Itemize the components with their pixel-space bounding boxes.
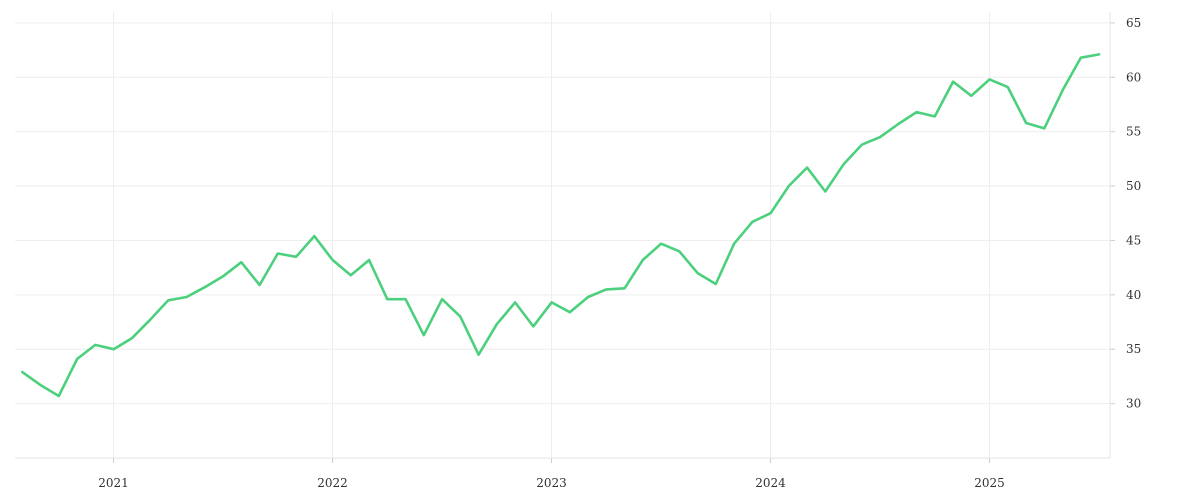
x-tick-label: 2022	[317, 476, 348, 490]
data-point	[386, 298, 388, 300]
series-layer	[20, 53, 1101, 398]
data-point	[459, 315, 461, 317]
tick-labels: 30 35 40 45 50 55 60 65 2021 2022 2023 2024 2025	[98, 16, 1141, 490]
data-point	[897, 123, 899, 125]
data-point	[751, 221, 753, 223]
data-point	[988, 78, 990, 80]
grid	[15, 12, 1110, 458]
data-point	[21, 371, 23, 373]
data-point	[806, 166, 808, 168]
data-point	[915, 111, 917, 113]
axes	[15, 12, 1115, 463]
data-point	[1025, 122, 1027, 124]
data-point	[131, 337, 133, 339]
data-point	[331, 259, 333, 261]
data-point	[149, 319, 151, 321]
x-tick-label: 2021	[98, 476, 129, 490]
data-point	[788, 185, 790, 187]
data-point	[660, 243, 662, 245]
data-point	[715, 283, 717, 285]
x-tick-label: 2025	[974, 476, 1005, 490]
data-point	[368, 259, 370, 261]
data-point	[1043, 127, 1045, 129]
data-point	[605, 288, 607, 290]
data-point	[569, 311, 571, 313]
y-tick-label: 50	[1126, 179, 1141, 193]
data-point	[879, 136, 881, 138]
data-point	[313, 235, 315, 237]
data-point	[970, 95, 972, 97]
y-tick-label: 45	[1126, 233, 1141, 247]
data-point	[185, 296, 187, 298]
data-point	[441, 298, 443, 300]
data-point	[623, 287, 625, 289]
data-point	[76, 358, 78, 360]
y-tick-label: 40	[1126, 288, 1141, 302]
data-point	[350, 274, 352, 276]
data-point	[952, 80, 954, 82]
data-point	[824, 190, 826, 192]
data-point	[642, 259, 644, 261]
data-point	[423, 334, 425, 336]
data-point	[222, 275, 224, 277]
y-tick-label: 35	[1126, 342, 1141, 356]
data-point	[167, 299, 169, 301]
data-point	[404, 298, 406, 300]
data-point	[1061, 89, 1063, 91]
data-point	[496, 323, 498, 325]
data-point	[58, 395, 60, 397]
y-tick-label: 65	[1126, 16, 1141, 30]
data-point	[733, 243, 735, 245]
data-point	[258, 284, 260, 286]
data-point	[1007, 86, 1009, 88]
data-point	[861, 144, 863, 146]
data-point	[1080, 57, 1082, 59]
x-tick-label: 2023	[536, 476, 567, 490]
data-point	[678, 250, 680, 252]
y-tick-label: 30	[1126, 397, 1141, 411]
data-point	[477, 354, 479, 356]
data-point	[1098, 53, 1100, 55]
data-point	[842, 163, 844, 165]
y-tick-label: 60	[1126, 70, 1141, 84]
series-line	[20, 53, 1101, 398]
data-point	[94, 344, 96, 346]
data-point	[112, 348, 114, 350]
data-point	[204, 286, 206, 288]
data-point	[39, 384, 41, 386]
data-point	[514, 301, 516, 303]
data-point	[769, 212, 771, 214]
data-point	[532, 325, 534, 327]
data-point	[550, 301, 552, 303]
x-tick-label: 2024	[755, 476, 786, 490]
data-point	[295, 256, 297, 258]
data-point	[934, 115, 936, 117]
y-tick-label: 55	[1126, 125, 1141, 139]
data-point	[240, 261, 242, 263]
data-point	[587, 296, 589, 298]
data-point	[277, 252, 279, 254]
data-point	[696, 272, 698, 274]
